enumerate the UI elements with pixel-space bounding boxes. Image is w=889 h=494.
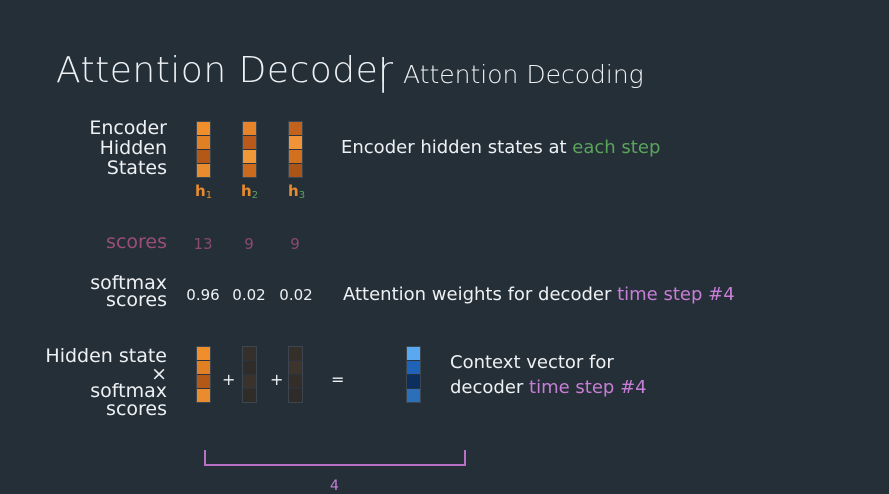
- plus-operator-2: +: [270, 370, 284, 389]
- encoder-hidden-states-label: Encoder Hidden States: [89, 118, 167, 178]
- encoder-state-label-h1: h1: [195, 182, 212, 201]
- softmax-description-text: Attention weights for decoder: [343, 284, 618, 305]
- encoder-h2-cell-4: [243, 164, 256, 177]
- weighted-v2-cell-1: [243, 347, 256, 361]
- encoder-h3-cell-2: [289, 136, 302, 150]
- h2-subscript: 2: [251, 190, 259, 201]
- h1-letter: h: [195, 182, 206, 200]
- weighted-v3-cell-4: [289, 389, 302, 402]
- context-cell-3: [407, 375, 420, 389]
- encoder-state-label-h2: h2: [241, 182, 258, 201]
- encoder-label-line-3: States: [106, 157, 167, 179]
- time-step-number: 4: [330, 478, 339, 494]
- plus-operator-1: +: [222, 370, 236, 389]
- context-cell-1: [407, 347, 420, 361]
- weighted-v2-cell-3: [243, 375, 256, 389]
- encoder-label-line-2: Hidden: [99, 137, 167, 159]
- encoder-description: Encoder hidden states at each step: [341, 137, 660, 158]
- encoder-h2-cell-3: [243, 150, 256, 164]
- encoder-h2-cell-1: [243, 122, 256, 136]
- weighted-v2-cell-4: [243, 389, 256, 402]
- encoder-h3-cell-3: [289, 150, 302, 164]
- encoder-h1-cell-1: [197, 122, 210, 136]
- encoder-description-highlight: each step: [572, 137, 661, 158]
- context-cell-2: [407, 361, 420, 375]
- encoder-label-line-1: Encoder: [89, 117, 167, 139]
- weighted-v1-cell-1: [197, 347, 210, 361]
- weighted-v3-cell-1: [289, 347, 302, 361]
- context-vector: [406, 346, 421, 403]
- encoder-h3-cell-1: [289, 122, 302, 136]
- weighted-vector-2: [242, 346, 257, 403]
- title-separator: |: [377, 52, 390, 93]
- context-description-line-1: Context vector for: [450, 352, 614, 373]
- context-cell-4: [407, 389, 420, 402]
- weighted-label-line-4: scores: [106, 397, 167, 420]
- h2-letter: h: [241, 182, 252, 200]
- encoder-state-label-h3: h3: [288, 182, 305, 201]
- softmax-value-1: 0.96: [186, 286, 220, 304]
- context-description-line-2-text: decoder: [450, 377, 530, 398]
- page-subtitle: Attention Decoding: [403, 60, 644, 89]
- softmax-scores-label: softmax scores: [90, 272, 167, 311]
- time-step-bracket: [204, 450, 466, 466]
- weighted-v1-cell-2: [197, 361, 210, 375]
- softmax-description: Attention weights for decoder time step …: [343, 284, 735, 305]
- encoder-h1-cell-3: [197, 150, 210, 164]
- scores-label: scores: [106, 231, 167, 253]
- h3-subscript: 3: [298, 190, 306, 201]
- context-description-highlight: time step #4: [529, 377, 647, 398]
- encoder-description-text: Encoder hidden states at: [341, 137, 573, 158]
- weighted-v1-cell-4: [197, 389, 210, 402]
- weighted-vector-1: [196, 346, 211, 403]
- weighted-v3-cell-2: [289, 361, 302, 375]
- encoder-h1-cell-2: [197, 136, 210, 150]
- context-vector-description: Context vector for decoder time step #4: [450, 350, 647, 400]
- softmax-value-2: 0.02: [232, 286, 266, 304]
- encoder-h2-cell-2: [243, 136, 256, 150]
- encoder-state-h2: [242, 121, 257, 178]
- encoder-h1-cell-4: [197, 164, 210, 177]
- equals-operator: =: [331, 370, 345, 389]
- weighted-label: Hidden state × softmax scores: [45, 345, 167, 420]
- h3-letter: h: [288, 182, 299, 200]
- encoder-state-h3: [288, 121, 303, 178]
- weighted-vector-3: [288, 346, 303, 403]
- context-description-line-2: decoder time step #4: [450, 375, 647, 400]
- score-value-2: 9: [244, 235, 254, 253]
- softmax-label-line-1: softmax: [90, 272, 167, 294]
- weighted-v1-cell-3: [197, 375, 210, 389]
- score-value-1: 13: [193, 235, 213, 253]
- softmax-label-line-2: scores: [106, 289, 167, 311]
- softmax-description-highlight: time step #4: [617, 284, 735, 305]
- score-value-3: 9: [290, 235, 300, 253]
- h1-subscript: 1: [205, 190, 213, 201]
- softmax-value-3: 0.02: [279, 286, 313, 304]
- weighted-v2-cell-2: [243, 361, 256, 375]
- page-title: Attention Decoder: [56, 50, 394, 91]
- encoder-h3-cell-4: [289, 164, 302, 177]
- weighted-v3-cell-3: [289, 375, 302, 389]
- encoder-state-h1: [196, 121, 211, 178]
- weighted-label-line-3: softmax: [90, 380, 167, 402]
- weighted-label-line-1: Hidden state: [45, 345, 167, 367]
- weighted-label-line-2: ×: [151, 362, 167, 385]
